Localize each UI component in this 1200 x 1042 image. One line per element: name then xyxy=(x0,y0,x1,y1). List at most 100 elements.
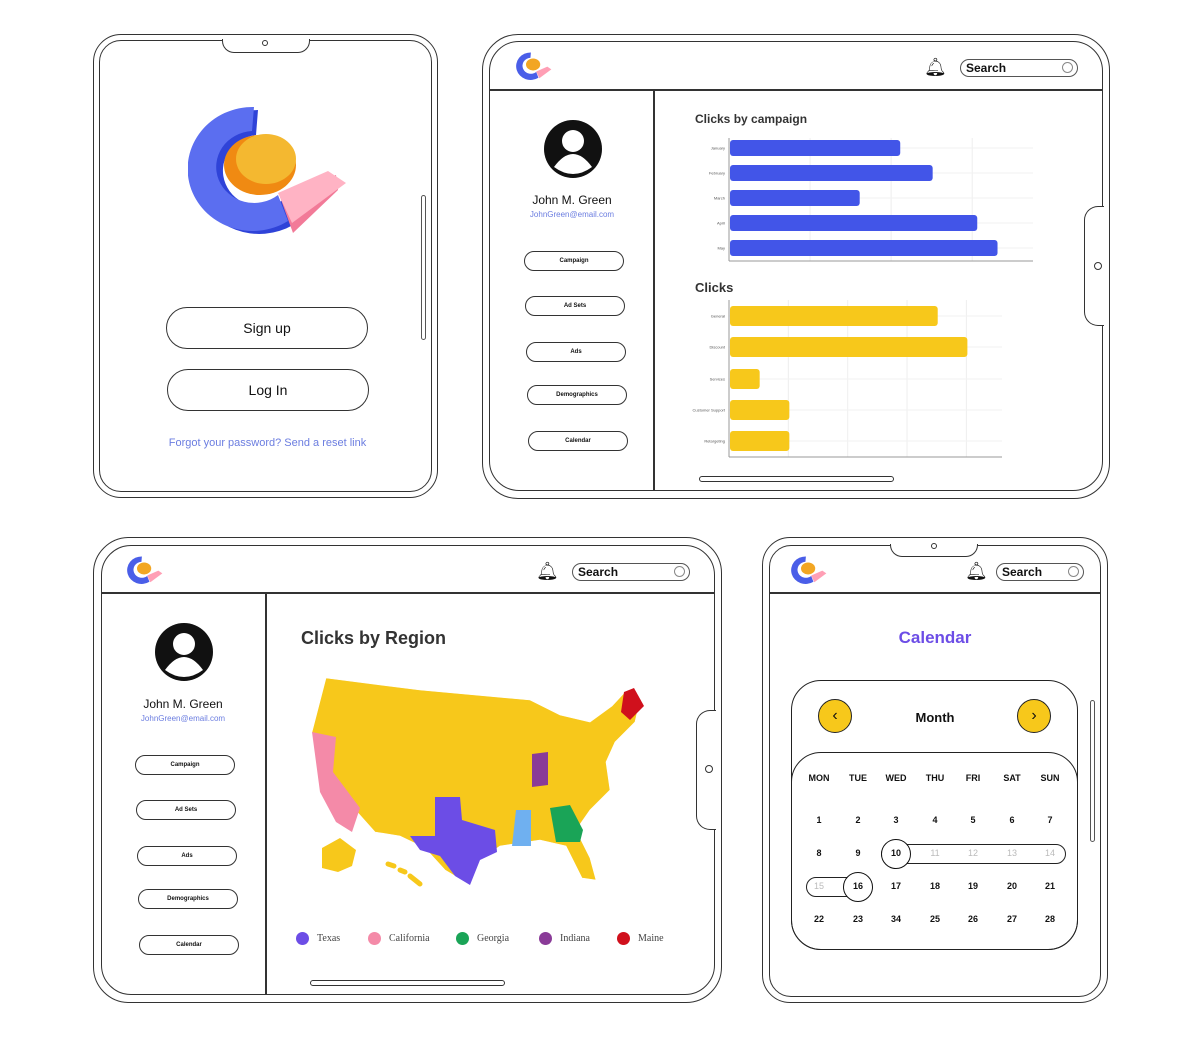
category-label: Customer Support xyxy=(693,408,726,413)
search-input[interactable]: Search xyxy=(996,563,1084,581)
calendar-day[interactable]: 17 xyxy=(890,881,901,891)
legend-swatch xyxy=(617,932,630,945)
login-screen xyxy=(99,40,432,492)
sidebar-item-calendar[interactable]: Calendar xyxy=(528,431,628,451)
sidebar-item-ads[interactable]: Ads xyxy=(526,342,626,362)
camera-dot xyxy=(262,40,268,46)
bar-january[interactable] xyxy=(730,140,901,156)
calendar-day[interactable]: 34 xyxy=(890,914,901,924)
calendar-screen xyxy=(769,545,1101,997)
prev-month-button[interactable]: ‹ xyxy=(818,699,852,733)
legend-item-indiana: Indiana xyxy=(539,932,590,945)
calendar-day[interactable]: 15 xyxy=(813,881,824,891)
search-icon[interactable] xyxy=(674,566,685,577)
calendar-day[interactable]: 1 xyxy=(816,815,822,825)
calendar-day[interactable]: 6 xyxy=(1009,815,1015,825)
calendar-day[interactable]: 13 xyxy=(1006,848,1017,858)
calendar-day[interactable]: 20 xyxy=(1006,881,1017,891)
calendar-day[interactable]: 27 xyxy=(1006,914,1017,924)
bar-services[interactable] xyxy=(730,369,760,389)
weekday-header: SUN xyxy=(1040,773,1060,783)
sidebar-item-label: Campaign xyxy=(559,258,589,264)
calendar-day[interactable]: 14 xyxy=(1044,848,1055,858)
calendar-day-selected[interactable]: 10 xyxy=(881,839,911,869)
calendar-day-selected[interactable]: 16 xyxy=(843,872,873,902)
calendar-day[interactable]: 12 xyxy=(967,848,978,858)
map-state-indiana xyxy=(532,752,548,787)
calendar-day[interactable]: 2 xyxy=(855,815,861,825)
bar-customer-support[interactable] xyxy=(730,400,790,420)
sidebar-item-label: Ads xyxy=(181,853,193,859)
bar-general[interactable] xyxy=(730,306,938,326)
us-map[interactable] xyxy=(300,670,650,895)
camera-dot xyxy=(1094,262,1102,270)
bar-discount[interactable] xyxy=(730,337,968,357)
app-logo xyxy=(516,52,552,80)
notification-bell-icon[interactable]: 🔔︎ xyxy=(965,561,988,581)
calendar-day[interactable]: 11 xyxy=(930,848,940,858)
calendar-day[interactable]: 21 xyxy=(1044,881,1055,891)
search-icon[interactable] xyxy=(1068,566,1079,577)
sign-up-button[interactable]: Sign up xyxy=(166,307,368,349)
calendar-day[interactable]: 9 xyxy=(855,848,861,858)
sidebar-item-demographics[interactable]: Demographics xyxy=(527,385,627,405)
bar-april[interactable] xyxy=(730,215,978,231)
calendar-day[interactable]: 19 xyxy=(967,881,978,891)
app-logo xyxy=(188,106,346,234)
month-label: Month xyxy=(915,710,955,725)
next-month-button[interactable]: › xyxy=(1017,699,1051,733)
bar-retargeting[interactable] xyxy=(730,431,790,451)
sidebar-item-ad-sets[interactable]: Ad Sets xyxy=(136,800,236,820)
calendar-day[interactable]: 23 xyxy=(852,914,863,924)
calendar-day[interactable]: 5 xyxy=(970,815,976,825)
chart-title: Clicks by campaign xyxy=(695,112,808,126)
horizontal-scrollbar[interactable] xyxy=(310,980,505,986)
sidebar-item-campaign[interactable]: Campaign xyxy=(524,251,624,271)
legend-swatch xyxy=(539,932,552,945)
sidebar-item-campaign[interactable]: Campaign xyxy=(135,755,235,775)
sign-up-label: Sign up xyxy=(243,320,291,336)
sidebar-item-ad-sets[interactable]: Ad Sets xyxy=(525,296,625,316)
calendar-day[interactable]: 7 xyxy=(1047,815,1053,825)
sidebar-item-calendar[interactable]: Calendar xyxy=(139,935,239,955)
horizontal-scrollbar[interactable] xyxy=(699,476,894,482)
notification-bell-icon[interactable]: 🔔︎ xyxy=(924,57,947,77)
bar-may[interactable] xyxy=(730,240,998,256)
avatar xyxy=(155,623,213,681)
search-input[interactable]: Search xyxy=(572,563,690,581)
legend-swatch xyxy=(456,932,469,945)
bar-february[interactable] xyxy=(730,165,933,181)
calendar-day[interactable]: 22 xyxy=(813,914,824,924)
sidebar-item-ads[interactable]: Ads xyxy=(137,846,237,866)
weekday-header: THU xyxy=(925,773,945,783)
calendar-day[interactable]: 25 xyxy=(929,914,940,924)
weekday-header: MON xyxy=(808,773,830,783)
search-icon[interactable] xyxy=(1062,62,1073,73)
calendar-day[interactable]: 3 xyxy=(893,815,899,825)
map-state-mississippi xyxy=(512,810,531,846)
category-label: January xyxy=(711,146,725,151)
legend-label: Maine xyxy=(638,933,664,944)
calendar-title: Calendar xyxy=(898,628,972,647)
notification-bell-icon[interactable]: 🔔︎ xyxy=(536,561,559,581)
calendar-day[interactable]: 8 xyxy=(816,848,822,858)
map-state-california xyxy=(312,732,360,832)
sidebar-item-demographics[interactable]: Demographics xyxy=(138,889,238,909)
weekday-header: FRI xyxy=(965,773,981,783)
legend-label: Texas xyxy=(317,933,341,944)
scroll-bar[interactable] xyxy=(1090,700,1095,842)
weekday-header: TUE xyxy=(849,773,867,783)
legend-swatch xyxy=(368,932,381,945)
forgot-password-link[interactable]: Forgot your password? Send a reset link xyxy=(168,437,367,449)
scroll-bar[interactable] xyxy=(421,195,426,340)
calendar-day[interactable]: 28 xyxy=(1044,914,1055,924)
sidebar-item-label: Calendar xyxy=(565,438,591,444)
calendar-day[interactable]: 18 xyxy=(929,881,940,891)
legend-item-california: California xyxy=(368,932,430,945)
calendar-day[interactable]: 4 xyxy=(932,815,938,825)
bar-march[interactable] xyxy=(730,190,860,206)
search-input[interactable]: Search xyxy=(960,59,1078,77)
log-in-button[interactable]: Log In xyxy=(167,369,369,411)
map-title: Clicks by Region xyxy=(301,628,447,648)
calendar-day[interactable]: 26 xyxy=(967,914,978,924)
